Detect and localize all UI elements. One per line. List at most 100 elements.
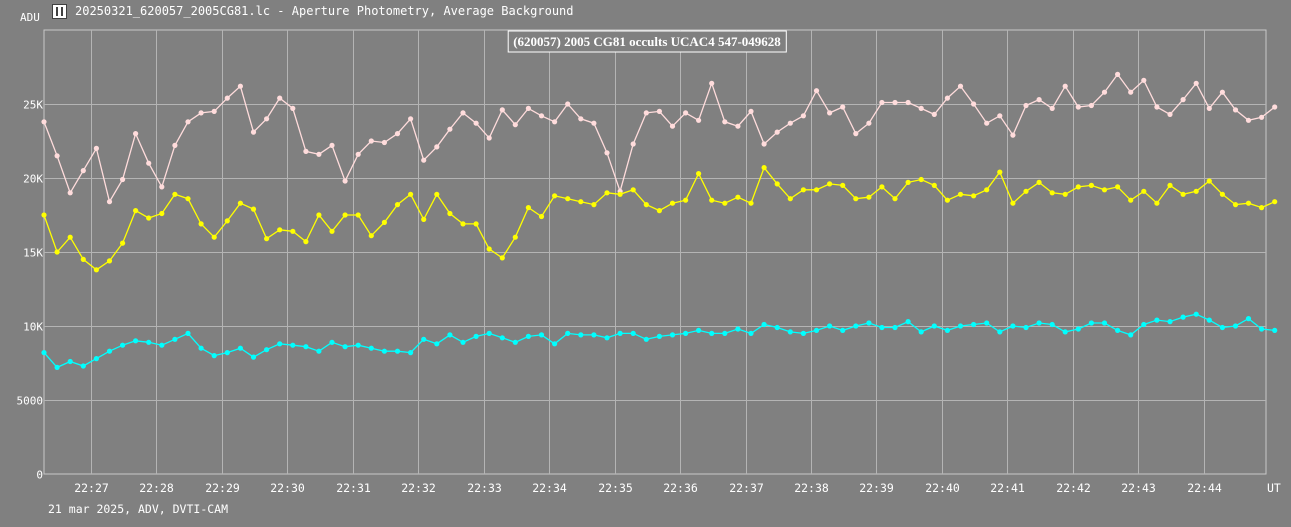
x-axis-label: UT	[1267, 481, 1281, 495]
data-point	[486, 330, 492, 336]
data-point	[866, 320, 872, 326]
data-point	[957, 83, 964, 89]
data-point	[538, 213, 545, 220]
data-point	[1023, 102, 1029, 109]
data-point	[1219, 89, 1225, 95]
data-point	[643, 336, 649, 342]
data-point	[421, 336, 427, 342]
data-point	[1115, 71, 1121, 77]
data-point	[774, 181, 780, 187]
data-point	[1128, 332, 1134, 338]
data-point	[905, 319, 911, 325]
data-point	[1049, 321, 1055, 328]
data-point	[827, 323, 833, 329]
data-point	[329, 228, 335, 234]
data-point	[630, 187, 636, 193]
data-point	[997, 329, 1003, 335]
data-point	[1088, 320, 1094, 326]
data-point	[892, 196, 898, 202]
data-point	[355, 342, 361, 348]
data-point	[329, 339, 335, 345]
data-point	[565, 330, 571, 336]
data-point	[604, 150, 610, 156]
data-point	[1101, 320, 1108, 326]
data-point	[774, 129, 780, 135]
data-point	[224, 95, 230, 101]
data-point	[303, 344, 309, 350]
data-point	[1075, 104, 1081, 110]
data-point	[394, 348, 401, 354]
data-point	[1167, 111, 1173, 117]
data-point	[172, 191, 178, 197]
data-point	[106, 348, 113, 354]
data-point	[133, 338, 139, 344]
data-point	[54, 153, 60, 159]
data-point	[538, 332, 545, 338]
data-point	[696, 171, 702, 177]
data-point	[381, 139, 387, 146]
data-point	[355, 151, 361, 157]
data-point	[866, 120, 872, 126]
data-point	[1259, 326, 1265, 332]
data-point	[879, 324, 885, 331]
data-point	[827, 181, 833, 187]
data-point	[224, 350, 230, 356]
data-point	[512, 122, 518, 128]
data-point	[630, 330, 636, 336]
data-point	[120, 176, 126, 183]
x-tick-label: 22:38	[794, 481, 829, 495]
data-point	[237, 200, 243, 206]
data-point	[172, 142, 178, 148]
data-point	[918, 329, 924, 335]
data-point	[957, 323, 964, 329]
data-point	[172, 336, 178, 342]
chart-title-box	[507, 30, 787, 53]
data-point	[1193, 80, 1199, 86]
data-point	[1062, 191, 1068, 197]
data-point	[1180, 314, 1186, 320]
data-point	[80, 168, 86, 174]
data-point	[250, 129, 257, 135]
data-point	[447, 332, 453, 338]
data-point	[67, 234, 73, 240]
app-icon[interactable]	[52, 4, 67, 19]
x-tick-label: 22:41	[990, 481, 1025, 495]
data-point	[394, 131, 401, 137]
data-point	[761, 321, 767, 328]
data-point	[1206, 178, 1212, 184]
data-point	[669, 200, 676, 206]
data-point	[722, 330, 728, 336]
data-point	[1010, 200, 1016, 206]
data-point	[93, 145, 99, 151]
data-point	[237, 83, 243, 89]
data-point	[1245, 200, 1252, 206]
data-point	[944, 197, 951, 203]
data-point	[512, 234, 518, 240]
data-point	[1010, 132, 1016, 138]
y-tick-label: 10K	[23, 321, 43, 334]
y-axis-label: ADU	[20, 11, 40, 24]
data-point	[368, 233, 374, 239]
x-tick-label: 22:34	[532, 481, 567, 495]
data-point	[473, 221, 479, 227]
data-point	[290, 228, 296, 234]
data-point	[683, 197, 689, 203]
data-point	[316, 212, 322, 218]
data-point	[892, 99, 898, 106]
data-point	[735, 326, 741, 332]
data-point	[800, 113, 807, 119]
x-tick-label: 22:30	[270, 481, 305, 495]
data-point	[408, 116, 414, 122]
data-point	[264, 347, 270, 353]
data-point	[617, 191, 623, 197]
data-point	[146, 160, 152, 166]
data-point	[250, 354, 257, 360]
data-point	[211, 108, 217, 114]
data-point	[827, 110, 833, 116]
data-point	[277, 341, 283, 347]
data-point	[1062, 329, 1068, 335]
data-point	[1154, 200, 1160, 206]
data-point	[54, 364, 60, 370]
data-point	[984, 320, 990, 326]
